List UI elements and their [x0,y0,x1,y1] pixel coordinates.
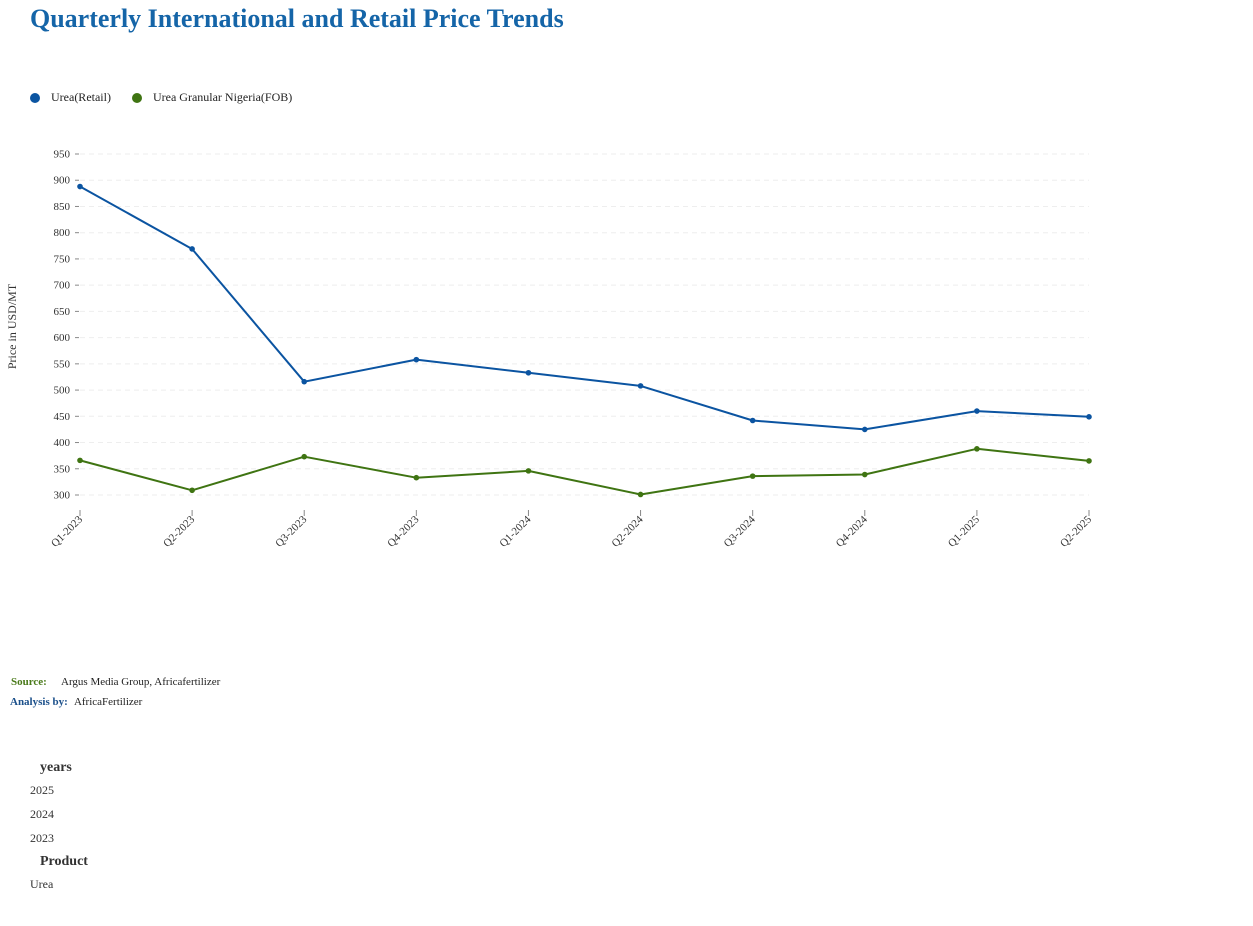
data-point-retail-Q4-2023 [413,356,420,363]
filter-option-2023[interactable]: 2023 [30,831,54,845]
legend-label-retail: Urea(Retail) [51,90,111,104]
data-point-retail-Q1-2024 [525,369,532,376]
data-point-fob-Q3-2024 [749,473,756,479]
data-point-retail-Q4-2024 [861,426,868,433]
source-text: Argus Media Group, Africafertilizer [61,676,221,688]
y-tick-label-550: 550 [54,358,71,370]
x-tick-label-Q2-2025: Q2-2025 [1058,513,1094,549]
x-tick-label-Q3-2023: Q3-2023 [273,513,309,549]
chart-title: Quarterly International and Retail Price… [30,4,564,33]
filter-option-2024[interactable]: 2024 [30,807,54,821]
data-point-fob-Q2-2025 [1086,458,1092,464]
data-point-fob-Q1-2025 [974,446,980,452]
y-tick-label-650: 650 [54,306,71,318]
x-tick-label-Q4-2023: Q4-2023 [385,513,421,549]
legend-marker-retail [30,92,40,103]
y-tick-label-900: 900 [54,175,71,187]
data-point-fob-Q4-2024 [861,471,868,478]
data-point-retail-Q1-2023 [77,183,83,190]
x-tick-label-Q2-2024: Q2-2024 [610,513,646,549]
x-tick-label-Q4-2024: Q4-2024 [834,513,870,549]
data-point-fob-Q1-2024 [525,468,532,474]
legend-label-fob: Urea Granular Nigeria(FOB) [152,90,293,104]
data-point-retail-Q3-2023 [301,378,308,385]
filter-group-product: Product Urea [30,854,88,900]
x-tick-label-Q2-2023: Q2-2023 [161,513,197,549]
data-point-retail-Q2-2024 [637,383,644,389]
analysis-text: AfricaFertilizer [73,696,143,708]
y-tick-label-450: 450 [54,411,71,423]
series-line-retail [79,185,1090,431]
data-point-fob-Q2-2024 [637,491,644,498]
data-point-retail-Q1-2025 [974,408,980,414]
line-chart: 300 350 400 450 500 550 600 650 700 750 800 850 900 9… [5,149,1094,550]
data-point-fob-Q4-2023 [413,474,420,481]
source-line: Source: Argus Media Group, Africafertili… [11,676,220,688]
data-point-fob-Q3-2023 [301,453,308,460]
data-point-retail-Q2-2023 [189,246,195,252]
filter-title-years: years [40,760,72,775]
x-tick-label-Q1-2023: Q1-2023 [49,513,85,549]
legend-item-retail[interactable]: Urea(Retail) [30,90,111,105]
y-tick-label-600: 600 [54,332,71,344]
y-axis-label: Price in USD/MT [5,283,19,369]
y-tick-label-950: 950 [54,149,71,161]
filter-option-2025[interactable]: 2025 [30,783,54,797]
x-tick-label-Q1-2025: Q1-2025 [946,513,982,549]
filter-option-urea[interactable]: Urea [30,877,54,891]
y-tick-label-350: 350 [54,463,71,475]
legend-marker-fob [131,92,142,103]
y-tick-label-750: 750 [54,253,71,265]
y-tick-label-500: 500 [54,385,71,397]
filter-panel: years 2025 2024 2023 Product Urea [30,760,88,900]
y-tick-label-700: 700 [54,280,71,292]
series-line-fob [79,447,1090,496]
y-tick-label-800: 800 [54,227,71,239]
data-point-retail-Q3-2024 [749,417,756,424]
y-tick-label-400: 400 [54,437,71,449]
y-tick-label-300: 300 [54,490,71,502]
y-tick-label-850: 850 [54,201,71,213]
analysis-label: Analysis by: [10,696,68,708]
data-point-fob-Q2-2023 [189,487,195,494]
data-point-fob-Q1-2023 [77,457,83,464]
legend: Urea(Retail) Urea Granular Nigeria(FOB) [30,90,313,105]
data-point-retail-Q2-2025 [1086,414,1092,420]
legend-item-fob[interactable]: Urea Granular Nigeria(FOB) [131,90,293,105]
filter-title-product: Product [40,854,88,869]
filter-group-years: years 2025 2024 2023 [30,760,88,854]
x-tick-label-Q3-2024: Q3-2024 [722,513,758,549]
source-label: Source: [11,676,47,688]
analysis-line: Analysis by: AfricaFertilizer [10,696,142,708]
x-tick-label-Q1-2024: Q1-2024 [497,513,533,549]
